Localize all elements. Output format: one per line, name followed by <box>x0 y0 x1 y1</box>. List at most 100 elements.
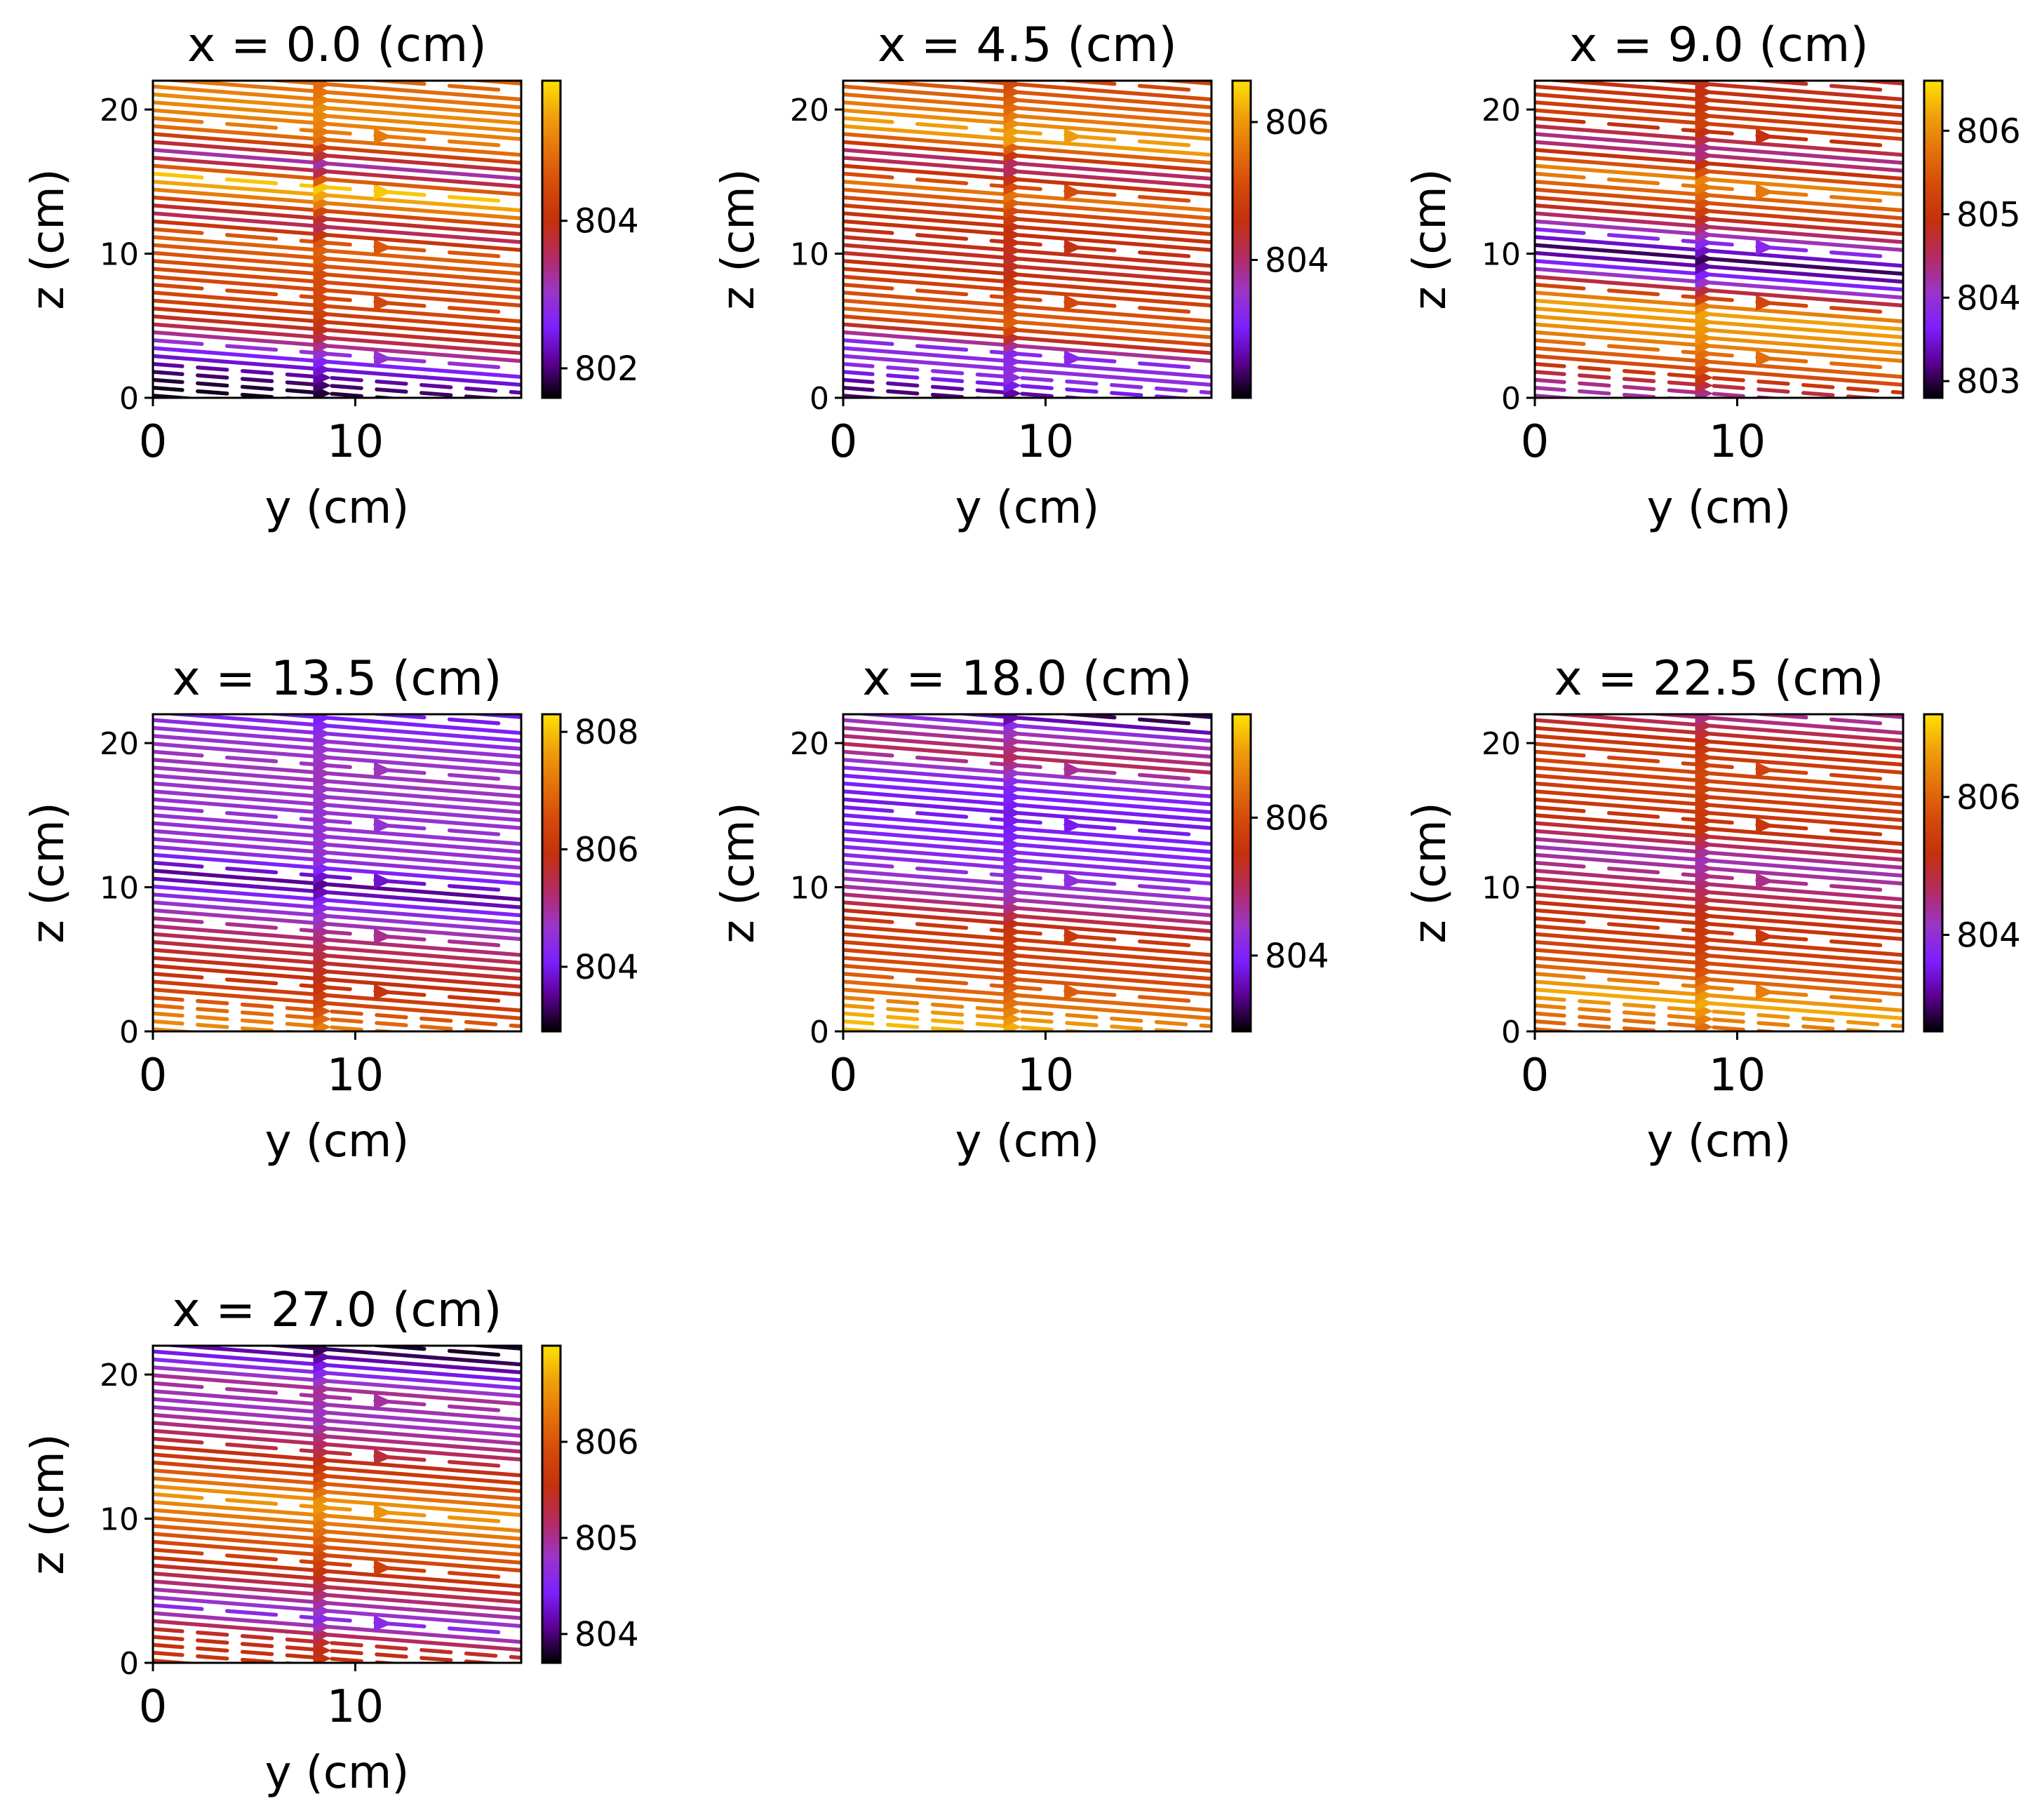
streamline <box>843 734 1211 767</box>
streamline <box>153 1412 521 1446</box>
streamline <box>153 1436 521 1470</box>
streamline <box>843 219 1211 253</box>
stream-arrow <box>1756 295 1775 312</box>
x-tick-label: 10 <box>1709 416 1766 468</box>
streamline <box>153 1547 521 1581</box>
streamline <box>153 1421 521 1454</box>
x-tick-label: 10 <box>327 416 384 468</box>
streamline <box>1535 123 1903 157</box>
streamline <box>153 916 521 949</box>
streamline <box>843 845 1211 878</box>
streamline <box>153 1635 509 1663</box>
streamline <box>1535 932 1903 965</box>
panel-1: 0 10 20 0 10 x = 0.0 (cm) y (cm) z (cm) 802 804 <box>22 18 639 534</box>
stream-arrow <box>1003 81 1022 93</box>
y-tick-label: 20 <box>100 1358 139 1393</box>
streamline <box>1535 354 1903 387</box>
streamline <box>1535 361 1903 395</box>
streamline <box>1535 884 1903 918</box>
streamlines <box>843 81 1211 398</box>
stream-arrow <box>1756 928 1775 945</box>
streamline <box>153 132 521 165</box>
streamline <box>1535 892 1903 925</box>
streamline <box>153 821 521 854</box>
streamline <box>1535 203 1903 236</box>
streamline <box>153 749 521 783</box>
x-tick-label: 10 <box>327 1050 384 1102</box>
streamline <box>153 1587 521 1621</box>
streamline <box>843 282 1211 316</box>
streamline <box>153 956 521 989</box>
colorbar-tick-label: 804 <box>1956 916 2021 955</box>
streamline <box>1535 876 1903 910</box>
stream-arrow <box>374 928 393 945</box>
stream-arrow <box>374 239 393 255</box>
colorbar-tick-label: 806 <box>575 1423 639 1462</box>
streamline <box>1535 805 1903 838</box>
streamline <box>1535 757 1903 791</box>
x-tick-label: 10 <box>1709 1050 1766 1102</box>
streamline <box>153 773 521 807</box>
colorbar <box>1231 79 1252 399</box>
streamline <box>153 829 521 862</box>
panel-title: x = 13.5 (cm) <box>172 651 502 707</box>
streamline <box>1740 714 1903 728</box>
streamline <box>843 330 1211 363</box>
streamline <box>1535 298 1903 332</box>
streamline <box>153 1579 521 1612</box>
streamline <box>153 298 521 332</box>
streamline <box>153 377 408 398</box>
streamline <box>153 1011 408 1031</box>
streamline <box>843 180 1211 213</box>
x-tick-label: 10 <box>1017 416 1074 468</box>
streamline <box>1639 81 1903 102</box>
x-tick-label: 0 <box>1521 416 1550 468</box>
streamline <box>843 140 1211 173</box>
streamline <box>153 1381 521 1414</box>
colorbar-tick-label: 804 <box>1956 279 2021 318</box>
streamline <box>153 370 509 398</box>
streamline <box>1535 1019 1688 1031</box>
streamline <box>1535 346 1903 379</box>
panel-3: 0 10 20 0 10 x = 9.0 (cm) y (cm) z (cm) 803 804 80… <box>1404 18 2021 534</box>
stream-arrow <box>1756 239 1775 255</box>
streamline <box>153 1357 521 1391</box>
stream-arrow <box>1064 817 1083 834</box>
streamline <box>1535 92 1903 126</box>
streamline <box>843 156 1211 189</box>
stream-arrow <box>374 817 393 834</box>
streamline <box>153 274 521 308</box>
streamline <box>153 1019 307 1031</box>
streamline <box>153 250 521 284</box>
y-tick-label: 20 <box>790 93 829 128</box>
colorbar-tick-label: 806 <box>1265 798 1329 838</box>
streamline <box>843 884 1211 918</box>
streamline <box>843 876 1211 910</box>
y-axis-label: z (cm) <box>1404 802 1456 943</box>
y-tick-label: 10 <box>1482 871 1521 906</box>
streamline <box>153 84 521 118</box>
streamline <box>153 908 521 942</box>
streamline <box>1535 789 1903 822</box>
colorbar-tick-label: 804 <box>575 948 639 987</box>
streamline <box>1535 956 1903 989</box>
streamline <box>257 714 521 735</box>
streamline <box>153 1349 521 1383</box>
colorbar-tick-label: 806 <box>1265 103 1329 142</box>
streamline <box>153 963 521 997</box>
streamline <box>1535 274 1903 308</box>
streamline <box>947 714 1211 735</box>
streamline <box>153 235 521 268</box>
streamline <box>1535 180 1903 213</box>
y-tick-label: 0 <box>1501 381 1521 417</box>
streamline <box>358 81 521 94</box>
streamline <box>843 290 1211 323</box>
streamline <box>153 282 521 316</box>
streamline <box>843 742 1211 775</box>
streamline <box>153 211 521 244</box>
streamline <box>153 869 521 902</box>
streamline <box>153 1650 307 1663</box>
streamline <box>843 187 1211 220</box>
streamline <box>843 821 1211 854</box>
panel-title: x = 27.0 (cm) <box>172 1283 502 1338</box>
